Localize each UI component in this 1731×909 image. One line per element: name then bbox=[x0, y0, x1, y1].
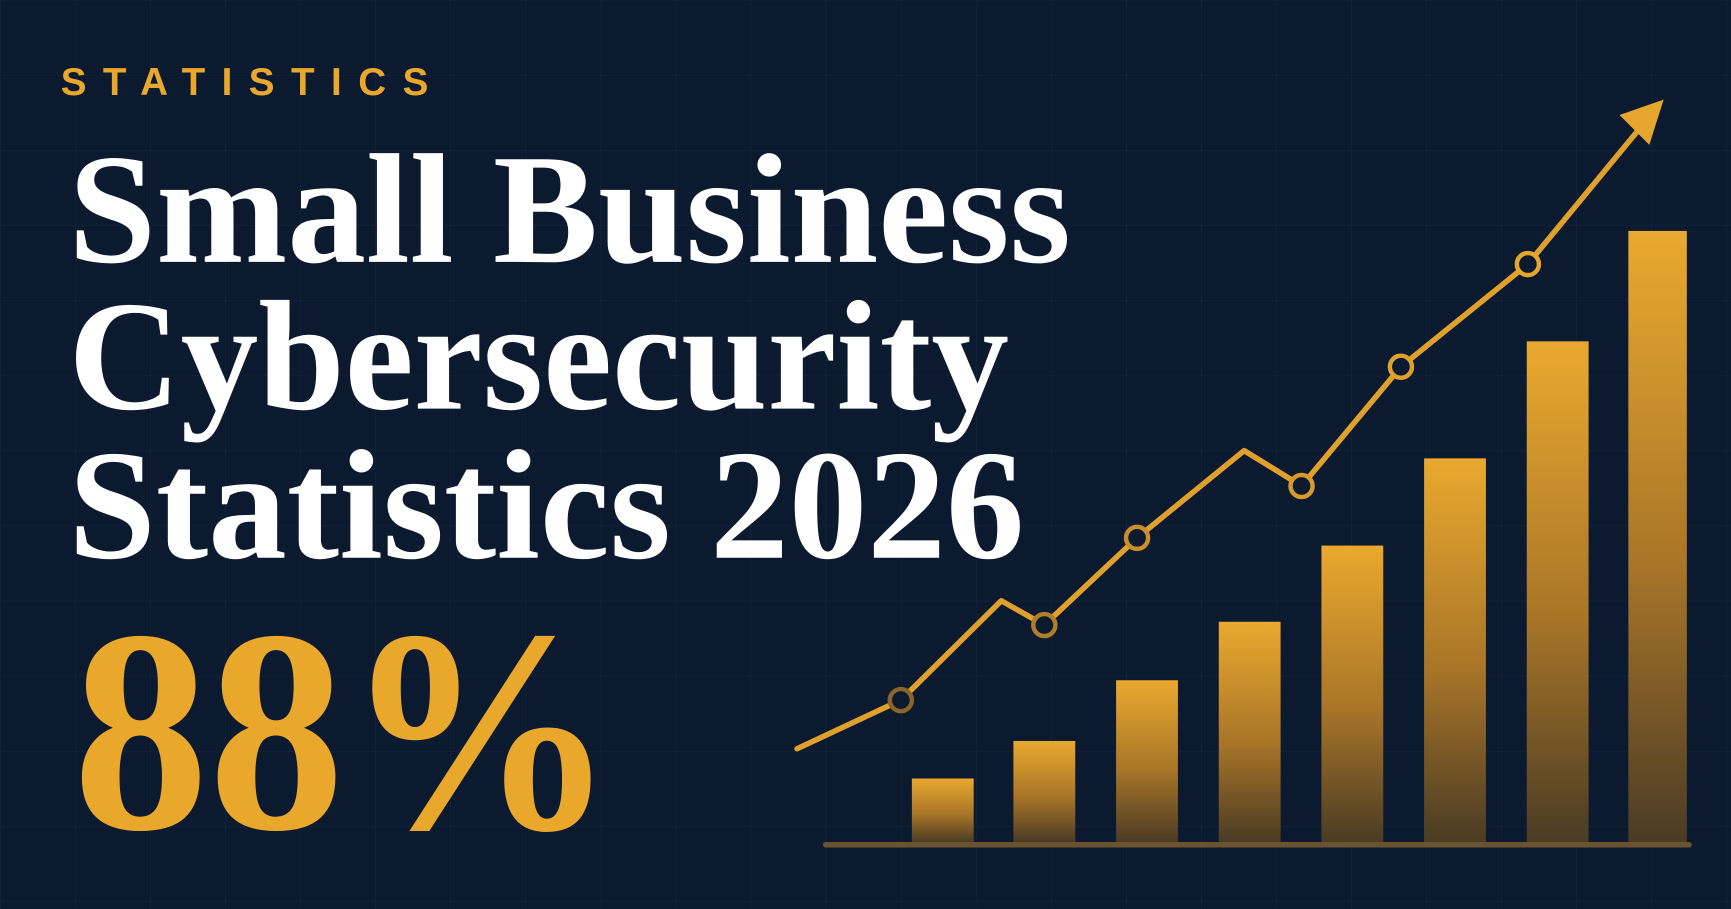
highlight-stat: 88% bbox=[73, 570, 616, 891]
bar bbox=[1321, 545, 1384, 843]
bar bbox=[1116, 680, 1178, 843]
bar bbox=[1424, 458, 1486, 843]
title-line: Statistics 2026 bbox=[68, 418, 1024, 592]
point-marker bbox=[887, 686, 915, 714]
decorative-chart bbox=[794, 99, 1692, 848]
arrow-head bbox=[1619, 99, 1664, 145]
bar bbox=[1218, 621, 1281, 843]
point-marker bbox=[1288, 472, 1315, 500]
title-line: Small Business bbox=[68, 122, 1070, 296]
point-marker bbox=[1123, 524, 1151, 552]
point-marker bbox=[1514, 250, 1542, 278]
point-marker bbox=[1387, 353, 1415, 380]
bar bbox=[1526, 341, 1589, 843]
trend-line bbox=[794, 116, 1650, 752]
bar bbox=[911, 778, 974, 843]
bar bbox=[1013, 740, 1076, 843]
point-marker bbox=[1031, 611, 1058, 639]
title-line: Cybersecurity bbox=[68, 269, 1009, 443]
bar bbox=[1628, 230, 1687, 843]
